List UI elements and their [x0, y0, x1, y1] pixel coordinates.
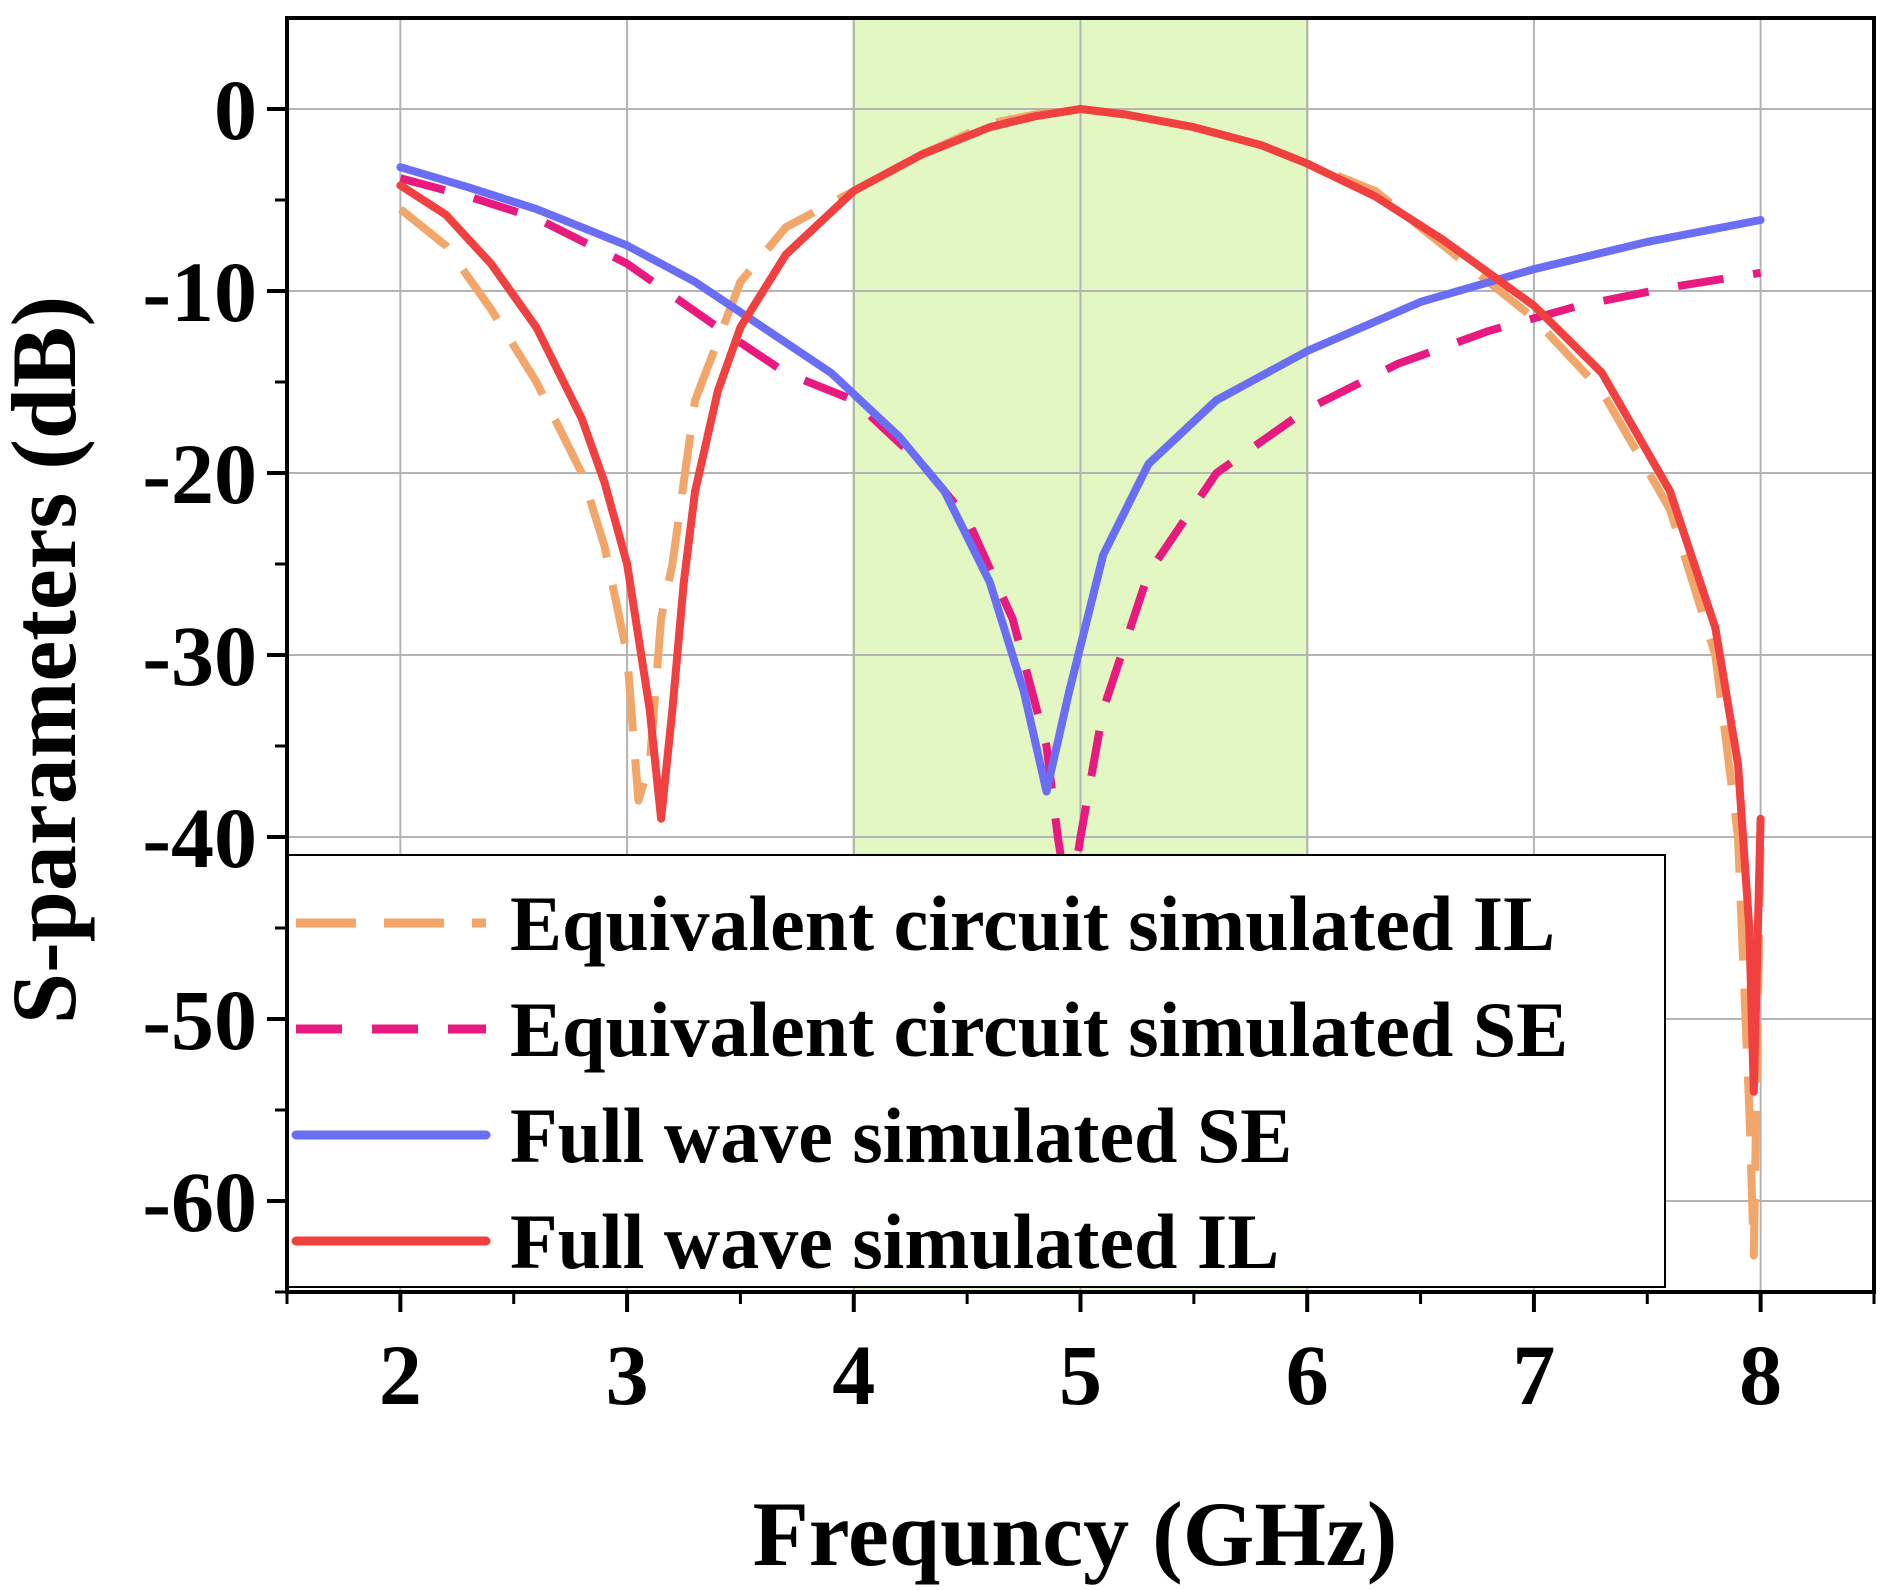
tick-labels: 2 3 4 5 6 7 8 0 -10 -20 -30 -40 -50 -60	[142, 62, 1782, 1423]
legend-label-1: Equivalent circuit simulated IL	[510, 880, 1555, 967]
x-tick-label: 6	[1286, 1327, 1329, 1423]
x-tick-label: 2	[379, 1327, 422, 1423]
x-tick-label: 7	[1512, 1327, 1555, 1423]
y-tick-label: -30	[142, 608, 257, 704]
series-line-4	[396, 105, 1765, 1096]
series-line-2	[399, 174, 1762, 914]
x-tick-label: 4	[832, 1327, 875, 1423]
x-tick-label: 3	[606, 1327, 649, 1423]
y-tick-label: -40	[142, 790, 257, 886]
axes	[267, 16, 1876, 1312]
legend-label-4: Full wave simulated IL	[510, 1198, 1279, 1285]
y-tick-label: -10	[142, 244, 257, 340]
legend-box	[287, 854, 1666, 1288]
legend-label-2: Equivalent circuit simulated SE	[510, 986, 1568, 1073]
y-axis-title: S-parameters (dB)	[0, 296, 95, 1024]
y-tick-label: -60	[142, 1154, 257, 1250]
x-tick-label: 8	[1739, 1327, 1782, 1423]
y-tick-label: -50	[142, 972, 257, 1068]
y-tick-label: 0	[214, 62, 257, 158]
legend-label-3: Full wave simulated SE	[510, 1092, 1292, 1179]
x-axis-title: Frequncy (GHz)	[753, 1483, 1398, 1585]
series-line-3	[396, 163, 1765, 796]
series-layer	[396, 105, 1765, 1260]
legend: Equivalent circuit simulated IL Equivalen…	[287, 854, 1666, 1288]
y-tick-label: -20	[142, 426, 257, 522]
x-tick-label: 5	[1059, 1327, 1102, 1423]
